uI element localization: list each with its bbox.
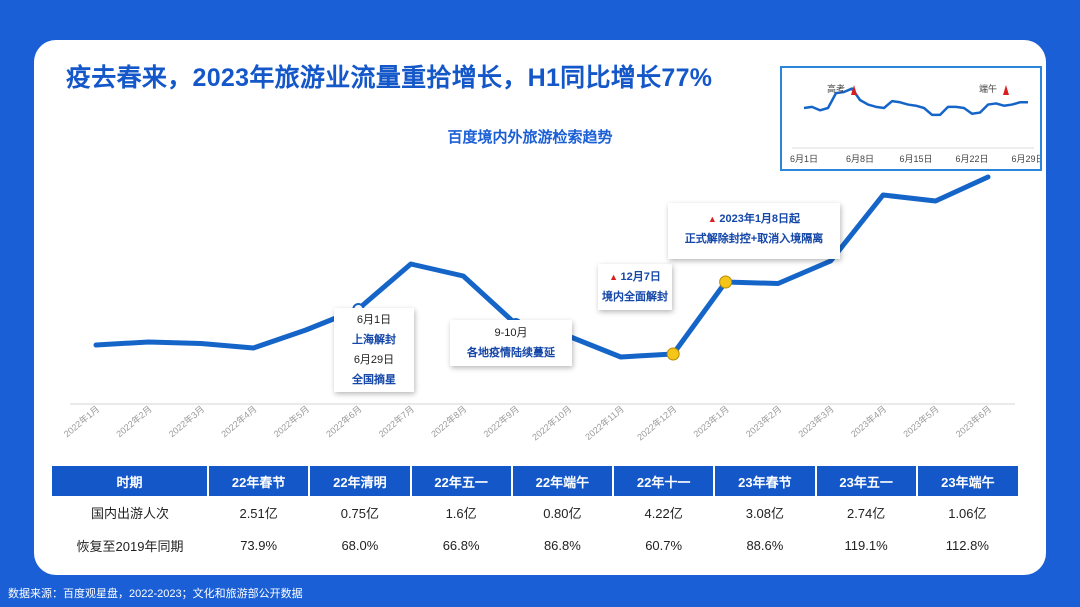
inset-annotation-label: 高考	[827, 83, 845, 94]
table-cell: 3.08亿	[745, 506, 785, 521]
table-row: 国内出游人次 2.51亿 0.75亿 1.6亿 0.80亿 4.22亿 3.08亿 2.74亿…	[52, 496, 1018, 529]
table-cell: 112.8%	[945, 538, 989, 553]
table-body: 国内出游人次 2.51亿 0.75亿 1.6亿 0.80亿 4.22亿 3.08亿 2.74亿…	[52, 496, 1018, 562]
table-header-cell: 时期	[52, 466, 209, 496]
callout-event: 上海解封	[352, 334, 396, 346]
inset-x-tick-label: 6月15日	[899, 154, 932, 164]
table-header-cell: 22年端午	[511, 466, 615, 496]
callout-epidemic-spread: 9-10月 各地疫情陆续蔓延	[450, 320, 572, 366]
inset-flag-marker	[1003, 85, 1009, 95]
x-tick-label: 2022年9月	[481, 403, 521, 439]
table-header-cell: 23年五一	[815, 466, 918, 496]
x-tick-label: 2022年1月	[61, 403, 101, 439]
x-tick-label: 2023年2月	[743, 403, 783, 439]
x-tick-label: 2022年4月	[219, 403, 259, 439]
tourism-data-table: 时期 22年春节 22年清明 22年五一 22年端午 22年十一 23年春节 23年五一 23年…	[52, 466, 1018, 562]
callout-event: 境内全面解封	[602, 291, 668, 303]
data-source: 数据来源：百度观星盘，2022-2023；文化和旅游部公开数据	[8, 588, 303, 600]
x-tick-label: 2023年6月	[953, 403, 993, 439]
callout-dec7-unlock: ▲ 12月7日 境内全面解封	[598, 264, 672, 310]
table-row-label: 国内出游人次	[90, 506, 169, 521]
x-tick-label: 2023年3月	[796, 403, 836, 439]
x-tick-label: 2022年11月	[583, 403, 626, 442]
table-cell: 119.1%	[844, 538, 888, 553]
x-tick-label: 2022年6月	[324, 403, 364, 439]
table-cell: 68.0%	[341, 538, 379, 553]
callout-event: 正式解除封控+取消入境隔离	[684, 233, 824, 245]
table-header-cell: 22年春节	[208, 466, 311, 496]
x-tick-label: 2022年5月	[271, 403, 311, 439]
table-cell: 88.6%	[746, 538, 784, 553]
inset-x-tick-label: 6月29日	[1011, 154, 1040, 164]
table-row-label: 恢复至2019年同期	[76, 539, 184, 554]
table-cell: 0.80亿	[543, 506, 582, 521]
inset-flag-marker	[851, 85, 857, 95]
callout-date: 6月29日	[353, 354, 395, 366]
table-cell: 1.6亿	[445, 506, 477, 521]
event-marker-filled	[719, 275, 733, 289]
callout-date: 9-10月	[494, 327, 528, 339]
table-header-cell: 22年五一	[410, 466, 513, 496]
callout-shanghai-unlock: 6月1日 上海解封 6月29日 全国摘星	[334, 308, 414, 392]
table-header-cell: 23年端午	[916, 466, 1018, 496]
table-row: 恢复至2019年同期 73.9% 68.0% 66.8% 86.8% 60.7% 88.6%…	[52, 529, 1018, 562]
table-cell: 4.22亿	[644, 506, 683, 521]
x-tick-label: 2022年7月	[376, 403, 416, 439]
inset-line-chart: 6月1日 6月8日 6月15日 6月22日 6月29日 高考 端午	[790, 83, 1045, 164]
callout-date: ▲ 2023年1月8日起	[707, 213, 801, 225]
event-marker-filled	[666, 347, 680, 361]
table-cell: 73.9%	[240, 538, 278, 553]
table-header-row: 时期 22年春节 22年清明 22年五一 22年端午 22年十一 23年春节 23年五一 23年…	[52, 466, 1018, 496]
table-cell: 86.8%	[543, 538, 581, 553]
table-cell: 60.7%	[645, 538, 683, 553]
callout-jan8-policy: ▲ 2023年1月8日起 正式解除封控+取消入境隔离	[668, 203, 840, 259]
inset-annotation-label: 端午	[979, 83, 997, 94]
chart-subtitle: 百度境内外旅游检索趋势	[447, 129, 613, 146]
callout-event: 各地疫情陆续蔓延	[467, 347, 555, 359]
x-tick-label: 2023年1月	[691, 403, 731, 439]
table-header-cell: 22年十一	[613, 466, 716, 496]
table-header-cell: 22年清明	[309, 466, 412, 496]
x-tick-label: 2023年5月	[901, 403, 941, 439]
x-tick-label: 2022年12月	[635, 403, 679, 442]
table-cell: 2.51亿	[239, 506, 278, 521]
table-cell: 1.06亿	[948, 506, 987, 521]
x-tick-label: 2022年8月	[429, 403, 469, 439]
x-tick-label: 2022年10月	[530, 403, 574, 442]
inset-trend-line	[803, 87, 1028, 117]
inset-x-tick-label: 6月1日	[790, 154, 818, 164]
callout-date: 6月1日	[356, 314, 392, 326]
callout-event: 全国摘星	[352, 374, 396, 386]
page-title: 疫去春来，2023年旅游业流量重拾增长，H1同比增长77%	[66, 64, 713, 92]
inset-x-tick-label: 6月22日	[955, 154, 988, 164]
inset-x-tick-label: 6月8日	[846, 154, 874, 164]
table-header-cell: 23年春节	[714, 466, 817, 496]
table-cell: 0.75亿	[340, 506, 380, 521]
callout-date: ▲ 12月7日	[609, 271, 661, 283]
x-tick-label: 2023年4月	[848, 403, 888, 439]
table-cell: 66.8%	[442, 538, 480, 553]
table-cell: 2.74亿	[846, 506, 886, 521]
x-tick-label: 2022年3月	[166, 403, 206, 439]
june-inset-chart: 6月1日 6月8日 6月15日 6月22日 6月29日 高考 端午	[780, 66, 1045, 171]
x-tick-label: 2022年2月	[114, 403, 154, 439]
